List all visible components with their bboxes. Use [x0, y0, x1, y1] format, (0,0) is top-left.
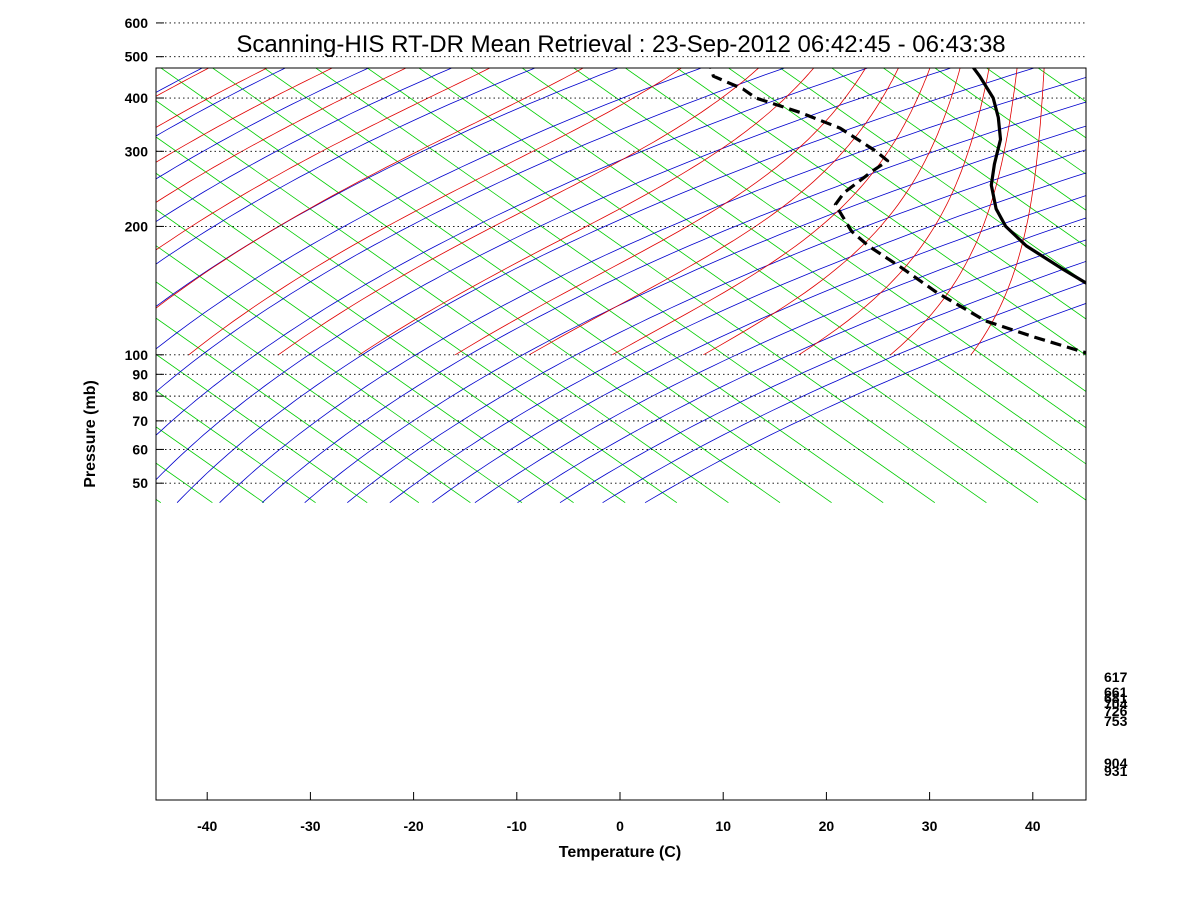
isotherm-line: [624, 68, 1086, 392]
isotherm-line: [156, 100, 729, 504]
x-tick-label: -20: [403, 818, 423, 834]
dry-adiabat-line: [156, 68, 786, 393]
isotherm-line: [156, 353, 368, 504]
y-tick-label: 400: [125, 90, 149, 106]
dry-adiabat-line: [474, 217, 1086, 504]
isotherm-line: [156, 136, 678, 504]
y-axis-label: Pressure (mb): [82, 380, 99, 488]
moist-adiabat-line: [188, 68, 683, 356]
x-axis-label: Temperature (C): [559, 844, 681, 861]
x-axis-ticks: -40 -30 -20 -10 0 10 20 30 40: [197, 792, 1041, 834]
isotherm-line: [831, 68, 1086, 248]
dry-adiabat-line: [176, 68, 1036, 503]
y-tick-label: 50: [132, 475, 148, 491]
pressure-grid: [156, 22, 1086, 484]
moist-adiabat-line: [156, 68, 408, 203]
moist-adiabat-line: [156, 68, 491, 251]
dry-adiabat-line: [156, 68, 953, 481]
dry-adiabat-line: [261, 101, 1086, 503]
y-tick-label: 60: [132, 441, 148, 457]
dry-adiabat-line: [156, 68, 453, 223]
isotherm-line: [156, 390, 316, 504]
dry-adiabat-line: [347, 149, 1086, 504]
isotherm-line: [263, 68, 884, 504]
isotherm-line: [418, 68, 1039, 504]
moist-adiabat-line: [529, 68, 899, 356]
isotherm-line: [156, 245, 523, 504]
isotherm-line: [469, 68, 1086, 501]
isotherm-line: [315, 68, 936, 504]
y-tick-label: 100: [125, 347, 149, 363]
side-label: 704: [1104, 696, 1128, 712]
dry-adiabat-line: [219, 76, 1086, 503]
dry-adiabat-line: [432, 195, 1086, 504]
dry-adiabat-line: [517, 239, 1086, 504]
moist-adiabat-line: [454, 68, 867, 356]
moist-adiabat-line: [156, 68, 585, 309]
x-tick-label: 30: [922, 818, 938, 834]
dry-adiabat-line: [602, 282, 1086, 504]
x-tick-label: -40: [197, 818, 217, 834]
isotherm-line: [160, 68, 781, 504]
side-label: 661: [1104, 684, 1128, 700]
y-tick-label: 80: [132, 388, 148, 404]
moist-adiabat-line: [278, 68, 760, 356]
isotherm-line: [779, 68, 1086, 284]
x-tick-label: 0: [616, 818, 624, 834]
side-label: 681: [1104, 690, 1128, 706]
side-label: 931: [1104, 763, 1128, 779]
isotherm-line: [156, 281, 471, 504]
dry-adiabat-line: [559, 260, 1086, 504]
side-label: 617: [1104, 669, 1128, 685]
moist-adiabat-line: [358, 68, 815, 356]
side-label: 753: [1104, 713, 1128, 729]
dry-adiabat-line: [156, 68, 537, 265]
y-tick-label: 500: [125, 49, 149, 65]
isotherm-line: [156, 208, 574, 504]
x-tick-label: 40: [1025, 818, 1041, 834]
x-tick-label: 20: [819, 818, 835, 834]
y-axis-ticks: 5060708090100200300400500600700800900100…: [125, 0, 164, 491]
plot-frame: [155, 67, 1087, 801]
moist-adiabat-line: [798, 68, 990, 356]
isotherm-line: [521, 68, 1086, 465]
isotherm-line: [676, 68, 1086, 356]
isotherm-line: [366, 68, 987, 504]
x-tick-label: -30: [300, 818, 320, 834]
y-tick-label: 700: [125, 0, 149, 2]
y-tick-label: 300: [125, 143, 149, 159]
dewpoint-profile-line: [709, 68, 1086, 355]
moist-adiabat-line: [612, 68, 931, 356]
dry-adiabat-line: [156, 68, 620, 307]
dry-adiabat-line: [644, 302, 1086, 504]
x-tick-label: -10: [507, 818, 527, 834]
y-tick-label: 200: [125, 218, 149, 234]
dry-adiabat-line: [389, 172, 1086, 504]
y-tick-label: 600: [125, 15, 149, 31]
dry-adiabat-line: [156, 68, 703, 350]
chart-title: Scanning-HIS RT-DR Mean Retrieval : 23-S…: [236, 31, 1005, 58]
moist-adiabat-line: [970, 68, 1045, 356]
side-label: 726: [1104, 703, 1128, 719]
side-label: 904: [1104, 755, 1128, 771]
temperature-profile-line: [971, 68, 1086, 285]
x-tick-label: 10: [715, 818, 731, 834]
y-tick-label: 70: [132, 413, 148, 429]
moist-adiabat-line: [890, 68, 1018, 356]
moist-adiabat-line: [703, 68, 961, 356]
dry-adiabat-line: [156, 68, 869, 436]
series-layer: [709, 68, 1086, 355]
isotherm-line: [156, 317, 420, 504]
y-tick-label: 90: [132, 366, 148, 382]
isotherm-line: [727, 68, 1086, 320]
